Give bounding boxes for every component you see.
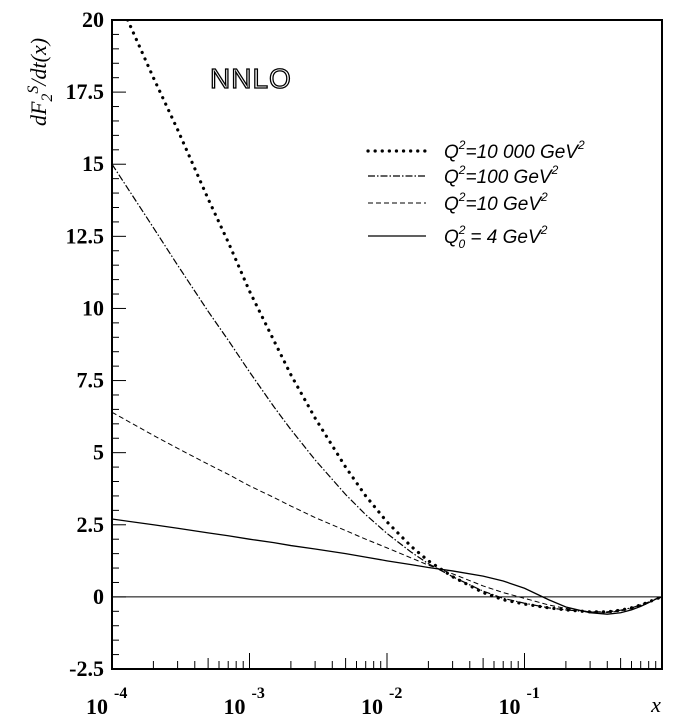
x-tick-label: 10 -4	[86, 685, 127, 718]
y-tick-label: -2.5	[69, 656, 104, 681]
legend-label-part: 2	[577, 138, 585, 152]
legend-entry: Q2=100 GeV2	[368, 163, 559, 188]
legend-label: Q2 0 = 4 GeV2	[444, 223, 548, 251]
legend-label-part: 2	[458, 163, 466, 177]
legend-label-part: 2	[458, 138, 466, 152]
legend-label: Q2=100 GeV2	[444, 163, 559, 188]
series-line-solid	[112, 518, 662, 615]
legend-label-part: Q	[444, 194, 459, 215]
legend-label-part: 2	[540, 223, 548, 237]
annotation-nnlo: NNLO	[210, 63, 292, 94]
series-line-dashed	[112, 411, 662, 613]
legend-label-part: 2	[458, 223, 466, 237]
legend-label-part: =10 GeV	[465, 194, 543, 215]
legend-entry: Q2=10 000 GeV2	[366, 138, 585, 163]
y-tick-label: 5	[93, 440, 104, 465]
x-tick-exponent: -4	[114, 685, 127, 702]
y-tick-label: 15	[82, 151, 104, 176]
y-tick-label: 0	[93, 584, 104, 609]
legend-label-part: 2	[458, 190, 466, 204]
x-tick-label: 10 -3	[224, 685, 265, 718]
legend-entry: Q2=10 GeV2	[368, 190, 548, 215]
legend-label-part: 0	[458, 237, 465, 251]
legend-label: Q2=10 GeV2	[444, 190, 548, 215]
x-tick-base: 10	[86, 694, 108, 718]
legend-label-part: Q	[444, 142, 459, 163]
legend-label-part: 2	[540, 190, 548, 204]
y-axis-title-tail: /dt(x)	[26, 38, 51, 88]
y-tick-label: 20	[82, 7, 104, 32]
legend-entry: Q2 0 = 4 GeV2	[368, 223, 548, 251]
y-axis-title: dF2S/dt(x)	[25, 38, 56, 126]
legend-label-part: =100 GeV	[465, 167, 553, 188]
x-tick-base: 10	[499, 694, 521, 718]
x-tick-exponent: -1	[527, 685, 540, 702]
x-axis-title: x	[650, 692, 661, 717]
x-tick-base: 10	[224, 694, 246, 718]
plot-frame	[111, 19, 663, 670]
x-tick-labels: 10 -4 10 -3 10 -2 10 -1	[86, 685, 540, 718]
y-tick-label: 7.5	[77, 368, 105, 393]
y-tick-label: 10	[82, 295, 104, 320]
legend-label-part: =10 000 GeV	[465, 142, 580, 163]
series-group	[112, 20, 662, 615]
legend-label-part: Q	[444, 167, 459, 188]
y-tick-labels: -2.5 0 2.5 5 7.5 10 12.5 15 17.5 20	[66, 7, 105, 681]
x-tick-label: 10 -1	[499, 685, 540, 718]
y-axis-title-sub: 2	[39, 94, 56, 102]
series-line-dotted	[126, 20, 662, 614]
x-axis-ticks	[111, 653, 657, 669]
y-tick-label: 2.5	[77, 512, 105, 537]
y-axis-title-sup: S	[25, 86, 42, 94]
y-tick-label: 12.5	[66, 223, 105, 248]
legend-label-part: = 4 GeV	[465, 227, 543, 248]
series-line-dashdot	[112, 163, 662, 613]
y-axis-ticks	[112, 19, 126, 670]
x-tick-label: 10 -2	[361, 685, 402, 718]
legend-label-part: 2	[551, 163, 559, 177]
y-tick-label: 17.5	[66, 79, 105, 104]
x-tick-exponent: -3	[252, 685, 265, 702]
x-tick-base: 10	[361, 694, 383, 718]
legend-label-part: Q	[444, 227, 459, 248]
legend-label: Q2=10 000 GeV2	[444, 138, 585, 163]
y-axis-title-base: dF	[26, 101, 51, 126]
x-tick-exponent: -2	[389, 685, 402, 702]
